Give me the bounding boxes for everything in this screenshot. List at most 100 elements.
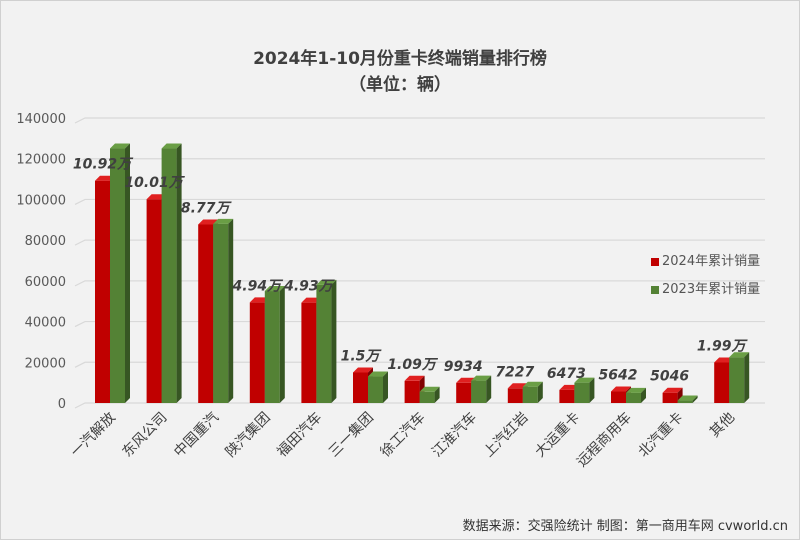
bar-top-face <box>316 279 337 285</box>
bar-2024 <box>662 392 678 403</box>
bar-2024 <box>611 391 626 403</box>
bar-top-face <box>264 286 285 292</box>
source-footer: 数据来源：交强险统计 制图：第一商用车网 cvworld.cn <box>462 519 788 534</box>
bar-top-face <box>198 219 219 225</box>
y-tick-label: 0 <box>58 397 66 412</box>
y-tick-label: 60000 <box>25 275 66 290</box>
x-tick-label: 东风公司 <box>120 410 171 461</box>
data-label: 7227 <box>495 364 534 380</box>
bar-2024 <box>507 388 523 403</box>
bar-2024 <box>301 302 317 403</box>
bar-2024 <box>198 224 214 403</box>
bar-2024 <box>249 302 265 403</box>
data-label: 10.92万 <box>73 157 134 173</box>
gridline <box>74 158 765 165</box>
bar-top-face <box>662 387 683 393</box>
bar-2024 <box>146 199 162 403</box>
data-label: 5642 <box>599 368 638 384</box>
bar-top-face <box>161 143 182 149</box>
gridline <box>74 402 765 409</box>
data-label: 4.94万 <box>232 278 285 294</box>
bar-side-face <box>486 375 492 403</box>
bar-2023 <box>419 391 435 403</box>
bar-2023 <box>213 223 229 403</box>
x-tick-label: 一汽解放 <box>68 410 119 461</box>
gridline <box>74 117 765 124</box>
bar-side-face <box>279 286 285 403</box>
gridline <box>74 198 765 205</box>
bar-side-face <box>434 386 440 403</box>
bar-2024 <box>559 389 575 403</box>
bar-top-face <box>677 395 698 401</box>
bar-top-face <box>729 352 750 358</box>
bar-2023 <box>110 148 125 403</box>
x-tick-label: 江淮汽车 <box>428 409 480 461</box>
bar-2024 <box>714 362 730 403</box>
y-tick-label: 100000 <box>16 193 66 208</box>
legend-label-2023: 2023年累计销量 <box>662 282 761 297</box>
legend-swatch-2024 <box>651 257 659 266</box>
bar-side-face <box>383 371 388 403</box>
bar-side-face <box>589 377 595 403</box>
data-label: 9934 <box>444 359 483 375</box>
bar-top-face <box>213 218 234 224</box>
y-tick-label: 140000 <box>16 112 66 127</box>
bar-2023 <box>471 380 487 403</box>
gridline <box>74 361 765 368</box>
data-label: 1.99万 <box>697 338 749 354</box>
chart-title: 2024年1-10月份重卡终端销量排行榜 <box>253 49 547 69</box>
y-tick-label: 80000 <box>25 234 66 249</box>
bar-side-face <box>331 279 337 403</box>
data-label: 1.5万 <box>341 348 383 364</box>
bar-top-face <box>522 381 543 387</box>
bar-top-face <box>368 371 388 377</box>
x-tick-label: 北汽重卡 <box>636 410 687 461</box>
gridline <box>74 280 765 287</box>
gridline <box>74 320 765 328</box>
data-label: 1.09万 <box>387 357 439 373</box>
bar-2024 <box>404 380 420 403</box>
y-tick-label: 20000 <box>25 356 66 371</box>
bar-top-face <box>404 375 425 381</box>
bar-top-face <box>574 377 595 383</box>
bar-side-face <box>537 381 543 403</box>
bar-side-face <box>692 395 698 403</box>
bar-2023 <box>316 284 332 403</box>
bar-side-face <box>125 143 130 404</box>
data-label: 5046 <box>650 369 689 385</box>
x-tick-label: 其他 <box>707 410 738 441</box>
bar-side-face <box>228 218 234 403</box>
data-label: 6473 <box>547 366 586 382</box>
legend-label-2024: 2024年累计销量 <box>662 254 761 269</box>
bar-top-face <box>110 143 130 149</box>
bar-top-face <box>626 387 646 393</box>
bar-top-face <box>419 386 440 392</box>
x-tick-label: 三一集团 <box>325 409 377 461</box>
x-tick-label: 上汽红岩 <box>481 410 532 461</box>
bar-2023 <box>677 400 693 403</box>
legend-swatch-2023 <box>651 285 659 294</box>
y-tick-label: 120000 <box>16 153 66 168</box>
bar-side-face <box>641 387 646 403</box>
legend-item-2024: 2024年累计销量 <box>651 250 760 269</box>
bar-2023 <box>522 386 538 403</box>
y-tick-label: 40000 <box>25 316 66 331</box>
bar-2024 <box>456 382 472 403</box>
x-tick-label: 陕汽集团 <box>222 409 274 461</box>
bar-2023 <box>626 392 641 403</box>
data-label: 10.01万 <box>124 175 185 191</box>
x-tick-label: 中国重汽 <box>171 410 222 461</box>
data-label: 8.77万 <box>181 200 233 216</box>
data-label: 4.93万 <box>283 279 336 295</box>
x-tick-label: 远程商用车 <box>573 409 635 471</box>
x-tick-label: 徐工汽车 <box>377 409 429 461</box>
bar-side-face <box>176 143 182 404</box>
bar-2023 <box>729 357 745 403</box>
bar-2023 <box>574 382 590 403</box>
bar-2023 <box>161 148 177 403</box>
bar-side-face <box>744 352 750 403</box>
bar-2024 <box>353 372 368 403</box>
bar-top-face <box>353 367 373 373</box>
gridline <box>74 239 765 246</box>
